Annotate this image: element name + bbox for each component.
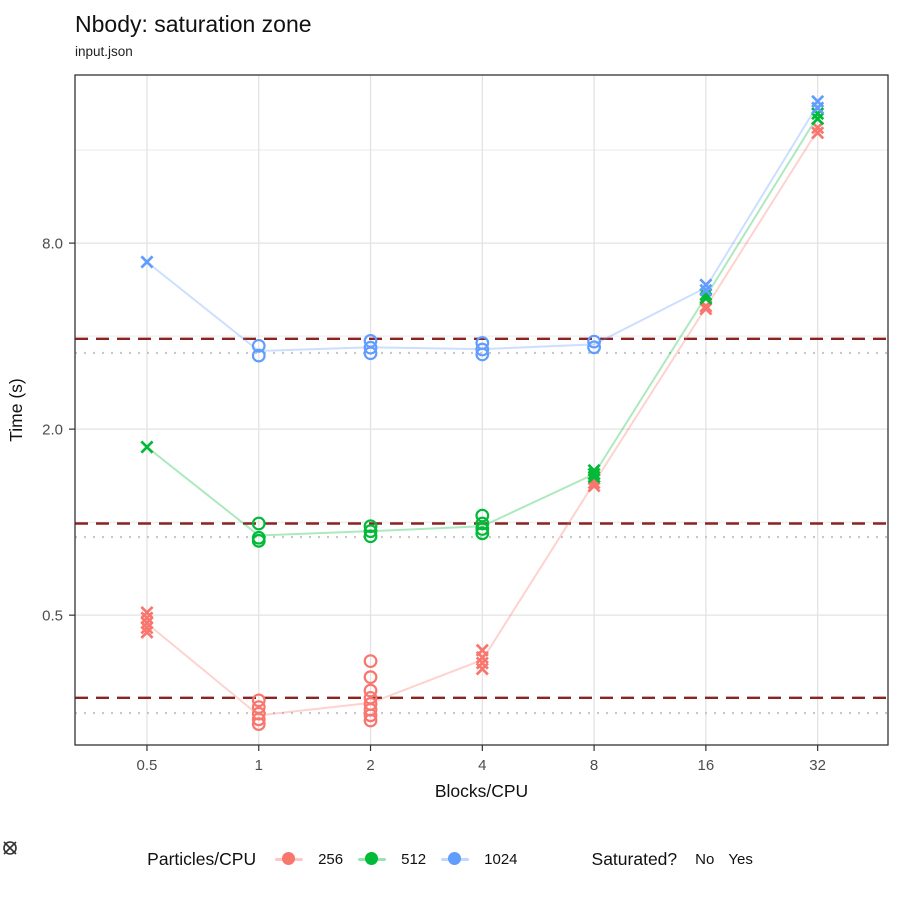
data-point-x xyxy=(140,611,154,625)
data-point-x xyxy=(140,255,154,269)
data-point-x xyxy=(811,101,825,115)
series-points-256 xyxy=(140,121,825,732)
data-point-circle xyxy=(363,524,378,539)
dotted-reference-lines xyxy=(75,351,888,715)
panel-gridlines xyxy=(75,75,888,745)
data-point-circle xyxy=(251,717,266,732)
legend-label-yes: Yes xyxy=(728,850,753,868)
legend-label-512: 512 xyxy=(401,850,427,868)
x-tick-label: 16 xyxy=(698,757,715,774)
data-point-x xyxy=(699,278,713,292)
panel-border xyxy=(74,74,889,746)
shape-legend-title: Saturated? xyxy=(591,848,678,869)
data-point-circle xyxy=(251,706,266,721)
data-point-x xyxy=(140,605,154,620)
data-point-circle xyxy=(363,683,378,698)
data-point-circle xyxy=(251,712,266,727)
x-tick-label: 2 xyxy=(366,757,374,774)
data-point-circle xyxy=(251,693,266,708)
chart-svg: 0.5 1 2 4 8 16 32 0.5 2.0 8.0 Blocks/CPU Time (s) xyxy=(6,74,889,801)
data-point-x xyxy=(699,283,713,297)
data-point-circle xyxy=(251,348,266,363)
axes: 0.5 1 2 4 8 16 32 0.5 2.0 8.0 Blocks/CPU Time (s) xyxy=(6,236,826,801)
legend-row: Particles/CPU 256 512 1024 Saturated? No… xyxy=(0,838,900,880)
data-point-x xyxy=(587,467,601,481)
data-point-circle xyxy=(475,347,490,362)
data-point-circle xyxy=(363,346,378,361)
data-point-circle xyxy=(587,334,601,349)
legend-key-1024 xyxy=(440,850,470,868)
data-point-circle xyxy=(251,338,266,353)
y-tick-label: 2.0 xyxy=(42,422,63,439)
data-point-circle xyxy=(251,533,266,548)
data-point-circle xyxy=(363,713,378,728)
data-point-circle xyxy=(363,670,378,685)
x-tick-label: 32 xyxy=(809,757,826,774)
data-point-x xyxy=(699,302,713,316)
x-tick-label: 8 xyxy=(590,757,598,774)
data-point-x xyxy=(587,470,601,484)
data-point-circle xyxy=(475,522,490,536)
data-point-x xyxy=(811,112,825,126)
x-tick-label: 0.5 xyxy=(137,757,158,774)
data-point-circle xyxy=(475,508,490,523)
data-point-circle xyxy=(363,519,378,534)
data-point-circle xyxy=(475,342,490,357)
data-point-x xyxy=(140,616,154,630)
data-point-circle xyxy=(251,516,266,531)
data-point-circle xyxy=(475,516,490,531)
data-point-x xyxy=(140,440,154,454)
x-axis-title: Blocks/CPU xyxy=(435,781,528,801)
data-point-x xyxy=(140,625,154,639)
y-tick-label: 0.5 xyxy=(42,608,63,625)
data-point-circle xyxy=(587,340,601,355)
data-point-x xyxy=(140,621,154,635)
data-point-x xyxy=(811,126,825,140)
legend-key-256 xyxy=(274,850,304,868)
data-point-circle xyxy=(363,654,378,669)
data-point-circle xyxy=(363,529,378,544)
chart-title: Nbody: saturation zone xyxy=(75,11,312,37)
x-tick-label: 4 xyxy=(478,757,486,774)
series-points-1024 xyxy=(140,94,825,363)
legend-key-512 xyxy=(357,850,387,868)
legend-dot-icon xyxy=(365,852,379,865)
legend-label-256: 256 xyxy=(318,850,344,868)
data-point-circle xyxy=(363,708,378,723)
data-point-x xyxy=(475,662,489,676)
data-point-circle xyxy=(475,526,490,541)
circle-mark-icon xyxy=(3,841,17,855)
chart-subtitle: input.json xyxy=(75,44,133,59)
legend-label-no: No xyxy=(695,850,715,868)
legend-label-1024: 1024 xyxy=(484,850,518,868)
data-point-x xyxy=(699,288,713,302)
y-tick-label: 8.0 xyxy=(42,236,63,253)
y-axis-title: Time (s) xyxy=(6,378,26,442)
legend-dot-icon xyxy=(448,852,462,865)
data-point-circle xyxy=(363,340,378,355)
x-tick-label: 1 xyxy=(255,757,263,774)
legend-dot-icon xyxy=(282,852,296,865)
color-legend-title: Particles/CPU xyxy=(147,848,257,869)
